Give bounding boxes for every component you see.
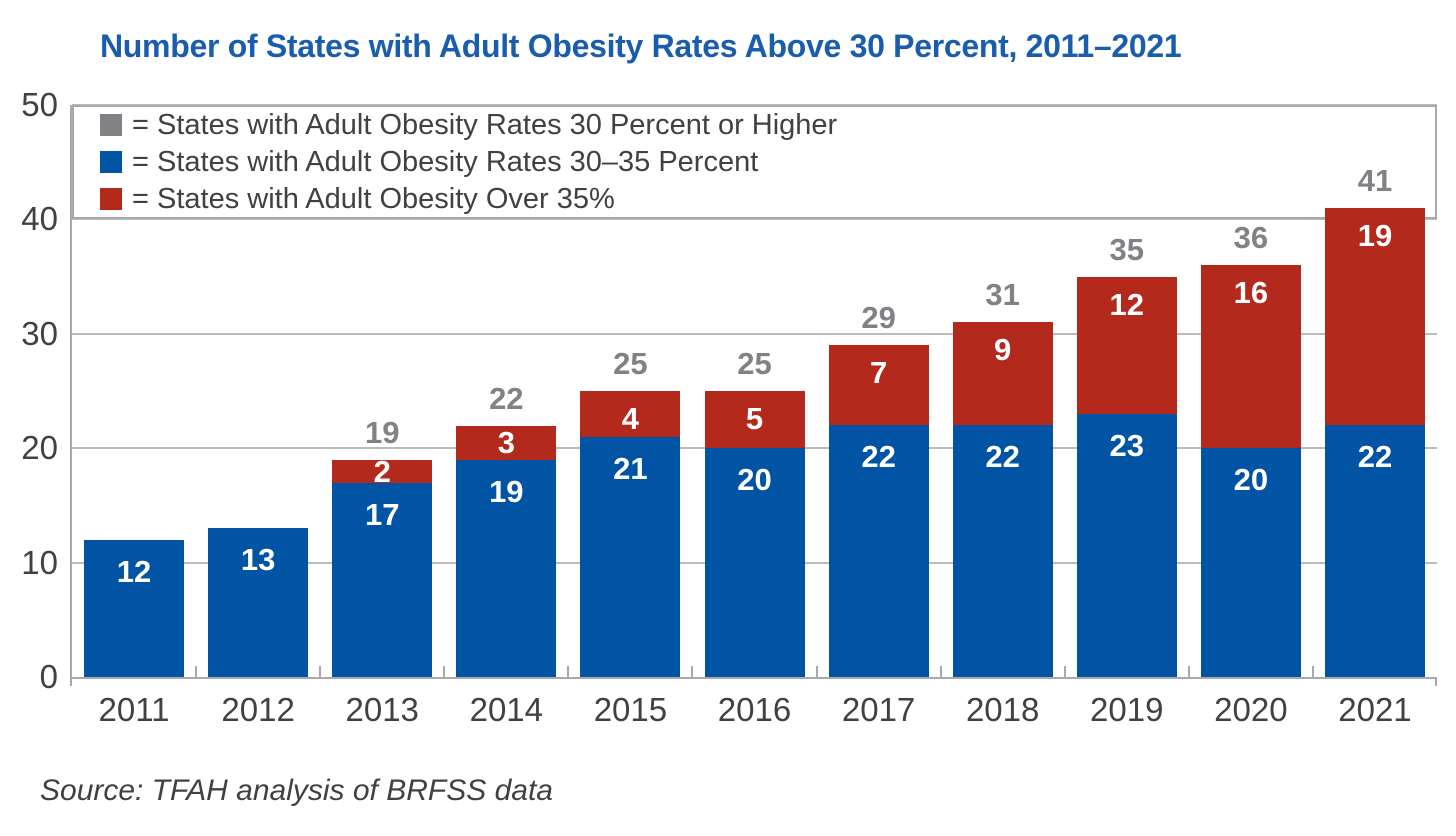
x-tick-label-2016: 2016 [717, 691, 792, 728]
bar-2017-red-segment [828, 345, 929, 425]
legend-swatch-icon [100, 114, 122, 136]
chart-title: Number of States with Adult Obesity Rate… [100, 28, 1182, 64]
x-boundary-tick [319, 666, 322, 677]
bar-2014-total-label: 22 [489, 381, 524, 416]
y-tick-label: 10 [21, 543, 58, 581]
y-axis-line [70, 105, 72, 686]
bar-2015-red-value-label: 4 [621, 401, 640, 436]
bar-2017-total-label: 29 [861, 300, 896, 335]
bar-2021-red-value-label: 19 [1357, 218, 1393, 253]
bar-2020-red-value-label: 16 [1233, 275, 1269, 310]
legend-box: = States with Adult Obesity Rates 30 Per… [72, 105, 1437, 219]
bar-2013-red-value-label: 2 [373, 454, 391, 489]
x-tick-label-2019: 2019 [1090, 691, 1164, 728]
bar-2021-blue-value-label: 22 [1357, 439, 1393, 474]
legend-label: = States with Adult Obesity Over 35% [132, 182, 615, 215]
x-boundary-tick [939, 666, 942, 677]
bar-2018-blue-segment [952, 425, 1053, 677]
bar-2018-red-value-label: 9 [994, 332, 1012, 367]
x-boundary-tick [443, 666, 446, 677]
bar-2016-red-segment [704, 391, 805, 448]
x-boundary-tick [195, 666, 198, 677]
bar-2011-blue-segment [84, 540, 185, 677]
x-boundary-tick [1311, 666, 1314, 677]
bar-2016-red-value-label: 5 [745, 401, 764, 436]
y-tick-label: 30 [21, 314, 58, 352]
bar-2021-total-label: 41 [1357, 163, 1393, 198]
y-tick-label: 0 [39, 658, 58, 695]
x-boundary-tick [691, 666, 694, 677]
x-boundary-tick [1063, 666, 1066, 677]
x-tick-label-2017: 2017 [841, 691, 916, 728]
bar-2021-red-segment [1324, 208, 1425, 425]
x-axis-end-tick [1435, 677, 1437, 686]
x-tick-label-2018: 2018 [965, 691, 1040, 728]
bar-2014-red-segment [456, 426, 557, 460]
legend-label: = States with Adult Obesity Rates 30–35 … [132, 145, 759, 178]
bar-2019-blue-value-label: 23 [1109, 428, 1144, 463]
bar-2015-blue-segment [580, 437, 681, 677]
bar-2013-total-label: 19 [364, 415, 400, 450]
bar-2013-blue-value-label: 17 [364, 497, 400, 532]
bar-2021-blue-segment [1324, 425, 1425, 677]
gridline [72, 332, 1437, 335]
y-tick-label: 20 [21, 429, 58, 467]
bar-2019-blue-segment [1076, 414, 1177, 677]
bar-2015-blue-value-label: 21 [613, 451, 648, 486]
bar-2019-red-segment [1076, 277, 1177, 414]
bar-2020-total-label: 36 [1233, 220, 1269, 255]
bar-2015-red-segment [580, 391, 681, 437]
legend-item-1: = States with Adult Obesity Rates 30–35 … [100, 146, 1435, 178]
bar-2017-blue-value-label: 22 [861, 439, 896, 474]
bar-2017-blue-segment [828, 425, 929, 677]
x-tick-label-2013: 2013 [345, 691, 419, 728]
bar-2011-blue-value-label: 12 [116, 554, 152, 589]
bar-2020-blue-value-label: 20 [1233, 462, 1269, 497]
bar-2016-blue-value-label: 20 [737, 462, 772, 497]
gridline [72, 218, 1437, 221]
x-tick-label-2020: 2020 [1214, 691, 1288, 728]
bar-2012-blue-value-label: 13 [240, 542, 276, 577]
x-tick-label-2015: 2015 [593, 691, 668, 728]
x-tick-label-2011: 2011 [98, 691, 170, 728]
bar-2016-total-label: 25 [737, 346, 772, 381]
bar-2020-blue-segment [1200, 448, 1301, 677]
bar-2018-red-segment [952, 322, 1053, 425]
bar-2016-blue-segment [704, 448, 805, 677]
x-axis-line [70, 677, 1437, 679]
legend-item-0: = States with Adult Obesity Rates 30 Per… [100, 109, 1435, 141]
bar-2017-red-value-label: 7 [869, 355, 888, 390]
bar-2018-total-label: 31 [985, 277, 1020, 312]
y-tick-label: 40 [21, 200, 58, 238]
bar-2020-red-segment [1200, 265, 1301, 448]
bar-2015-total-label: 25 [613, 346, 648, 381]
x-tick-label-2021: 2021 [1338, 691, 1412, 728]
bar-2014-blue-value-label: 19 [489, 474, 524, 509]
legend-swatch-icon [100, 188, 122, 210]
bar-2019-red-value-label: 12 [1109, 287, 1144, 322]
bar-2013-red-segment [332, 460, 433, 483]
x-boundary-tick [567, 666, 570, 677]
x-tick-label-2014: 2014 [469, 691, 544, 728]
legend-label: = States with Adult Obesity Rates 30 Per… [132, 108, 838, 141]
bar-2019-total-label: 35 [1109, 232, 1144, 267]
bar-2013-blue-segment [332, 483, 433, 677]
bar-2018-blue-value-label: 22 [985, 439, 1020, 474]
bar-2014-red-value-label: 3 [497, 425, 515, 460]
legend-swatch-icon [100, 151, 122, 173]
x-tick-label-2012: 2012 [221, 691, 295, 728]
y-tick-label: 50 [21, 86, 58, 123]
bar-2014-blue-segment [456, 460, 557, 677]
x-boundary-tick [815, 666, 818, 677]
legend-item-2: = States with Adult Obesity Over 35% [100, 183, 1435, 215]
x-boundary-tick [1187, 666, 1190, 677]
source-note: Source: TFAH analysis of BRFSS data [40, 774, 553, 807]
bar-2012-blue-segment [208, 528, 309, 677]
